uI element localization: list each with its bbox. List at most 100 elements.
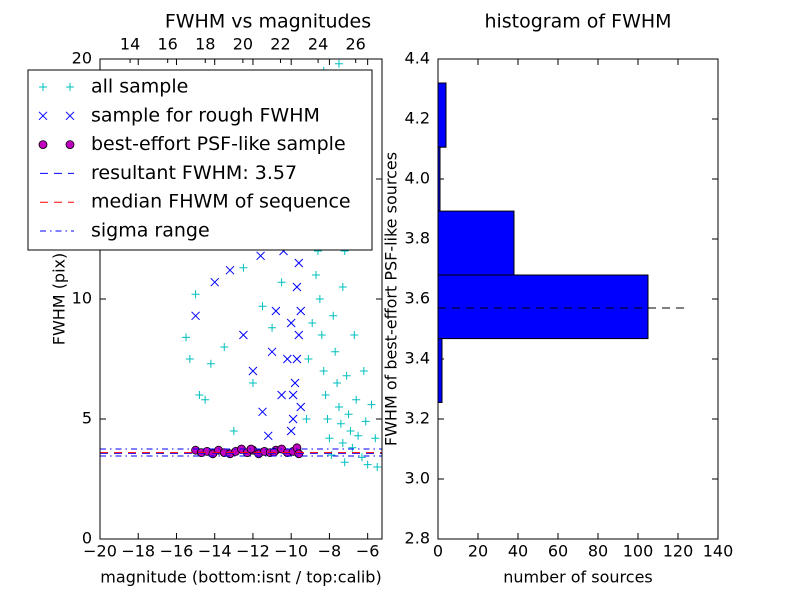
point [286,318,296,328]
y-tick-label: 0 [82,529,92,548]
y-axis-label: FWHM (pix) [50,253,69,346]
x-tick-label: 20 [468,542,488,561]
x-axis-label: magnitude (bottom:isnt / top:calib) [100,568,381,587]
point [206,359,215,368]
y-tick-label: 20 [72,49,92,68]
y-tick-label: 4.4 [405,49,430,68]
point [277,278,286,287]
top-tick-label: 24 [308,35,328,54]
point [283,354,292,364]
scatter-panel: −20−18−16−14−12−10−8−605101520FWHM vs ma… [27,11,383,587]
point [263,431,273,441]
point [344,410,353,419]
bar [438,210,515,276]
top-tick-label: 26 [346,35,366,54]
bar [438,274,649,340]
legend-label: sample for rough FWHM [91,104,320,126]
legend-label: best-effort PSF-like sample [91,133,346,155]
axes-frame [437,58,719,540]
legend-label: sigma range [91,220,210,242]
y-tick-label: 10 [72,289,92,308]
point [182,333,191,342]
point [191,311,200,321]
y-tick-label: 3.4 [405,349,430,368]
point [342,371,351,380]
point [191,290,200,299]
point [373,463,382,471]
point [246,444,256,454]
top-tick-label: 22 [270,35,290,54]
point [239,330,248,340]
point [329,311,338,320]
point [268,323,277,332]
point [239,263,248,272]
point [367,400,376,409]
point [296,306,306,316]
point [271,306,281,316]
point [294,258,304,268]
point [357,453,366,462]
point [336,419,345,428]
y-tick-label: 3.6 [405,289,430,308]
y-tick-label: 2.8 [405,529,430,548]
point [308,319,317,327]
legend-marker [65,111,75,121]
point [338,283,347,291]
point [340,458,349,467]
legend-label: median FHWM of sequence [91,191,351,213]
y-tick-label: 4.2 [405,109,430,128]
x-tick-label: −18 [121,542,155,561]
legend-box [27,69,373,251]
x-tick-label: 80 [588,542,608,561]
point [321,391,330,399]
point [248,379,257,387]
x-tick-label: −8 [318,542,342,561]
x-tick-label: 40 [508,542,528,561]
point [286,426,296,436]
point [225,265,235,275]
point [220,343,229,351]
point [256,251,265,261]
y-tick-label: 3.8 [405,229,430,248]
point [363,460,372,469]
point [292,354,302,364]
y-tick-label: 3.0 [405,469,430,488]
x-tick-label: 120 [663,542,694,561]
point [331,347,340,356]
point [338,439,347,447]
point [248,366,258,376]
point [195,391,204,399]
legend-marker [39,83,47,91]
x-tick-label: 60 [548,542,568,561]
point [334,403,343,411]
point [348,443,357,452]
legend-label: resultant FWHM: 3.57 [91,162,297,184]
point [201,395,210,404]
point [290,378,300,388]
y-tick-label: 4.0 [405,169,430,188]
x-tick-label: −12 [236,542,270,561]
point [333,379,342,387]
point [346,427,355,435]
point [185,355,194,363]
point [267,347,277,357]
top-tick-label: 14 [120,35,140,54]
x-tick-label: −14 [198,542,232,561]
point [350,331,359,339]
point [294,330,304,340]
x-tick-label: −6 [356,542,380,561]
top-tick-label: 20 [233,35,253,54]
top-tick-label: 16 [158,35,178,54]
chart-title: FWHM vs magnitudes [165,11,371,33]
point [288,414,298,424]
point [312,271,321,279]
point [352,395,361,404]
y-tick-label: 5 [82,409,92,428]
x-tick-label: 100 [623,542,654,561]
legend: all sample sample for rough FWHM best-effo… [27,69,373,251]
y-axis-label: FWHM of best-effort PSF-like sources [382,152,401,446]
point [361,417,370,426]
x-tick-label: −10 [274,542,308,561]
point [319,367,328,375]
